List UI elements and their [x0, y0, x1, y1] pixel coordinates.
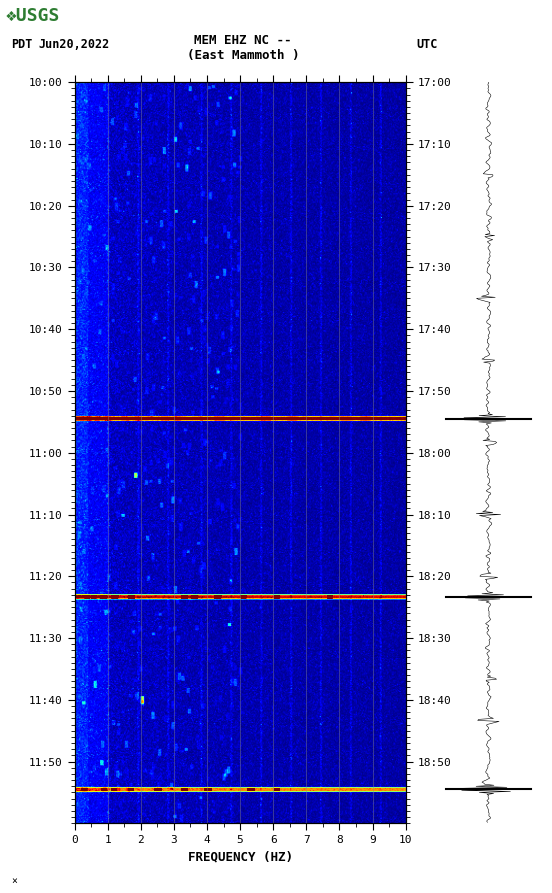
Text: MEM EHZ NC --: MEM EHZ NC --	[194, 34, 291, 46]
Text: Jun20,2022: Jun20,2022	[39, 38, 110, 51]
Text: UTC: UTC	[417, 38, 438, 51]
Text: (East Mammoth ): (East Mammoth )	[187, 49, 299, 62]
Text: PDT: PDT	[11, 38, 33, 51]
Text: ❖USGS: ❖USGS	[6, 7, 60, 25]
Text: ×: ×	[11, 876, 17, 886]
X-axis label: FREQUENCY (HZ): FREQUENCY (HZ)	[188, 851, 293, 864]
